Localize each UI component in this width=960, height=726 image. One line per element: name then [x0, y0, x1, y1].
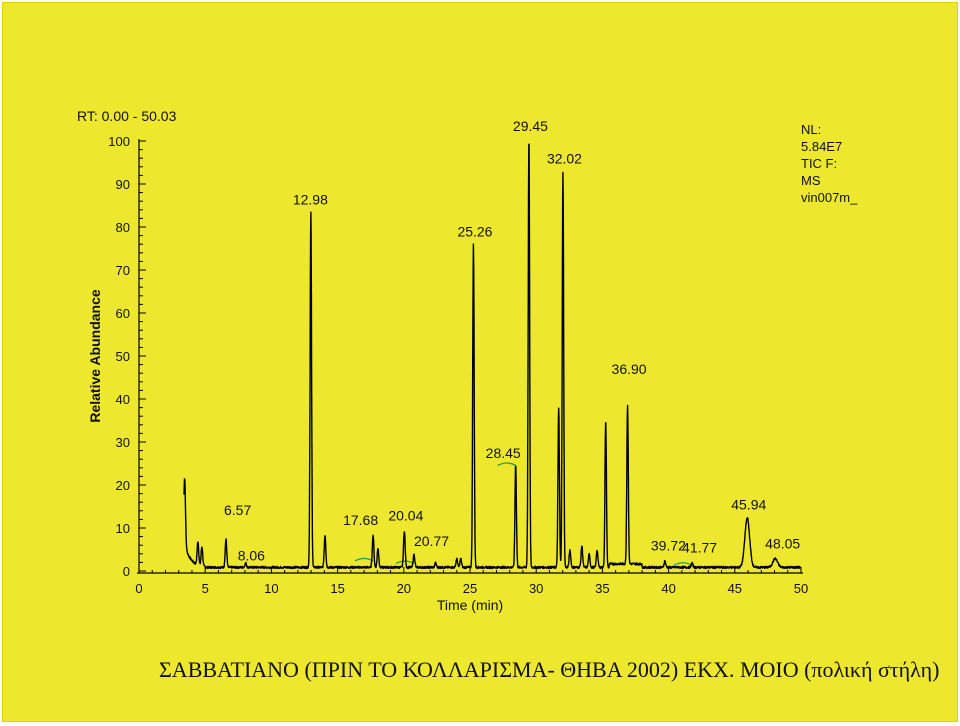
tic-trace [183, 143, 802, 570]
integration-mark [497, 462, 516, 467]
y-tick-label: 90 [116, 177, 130, 192]
y-tick-label: 80 [116, 220, 130, 235]
peak-label: 20.77 [414, 533, 449, 549]
x-tick-label: 15 [330, 581, 344, 596]
peak-label: 6.57 [224, 502, 251, 518]
y-axis-label: Relative Abundance [87, 289, 103, 423]
x-tick-label: 40 [661, 581, 675, 596]
sample-caption: ΣΑΒΒΑΤΙΑΝΟ (ΠΡΙΝ ΤΟ ΚΟΛΛΑΡΙΣΜΑ- ΘΗΒΑ 200… [159, 657, 940, 682]
y-tick-label: 50 [116, 349, 130, 364]
x-tick-label: 35 [595, 581, 609, 596]
peak-labels: 6.57 8.06 12.98 17.68 20.04 20.77 25.26 28.45 29… [224, 118, 800, 564]
y-tick-label: 20 [116, 478, 130, 493]
peak-label: 17.68 [343, 512, 378, 528]
peak-label: 8.06 [238, 548, 265, 564]
y-tick-label: 40 [116, 392, 130, 407]
peak-label: 36.90 [612, 361, 647, 377]
y-tick-label: 30 [116, 435, 130, 450]
info-line: MS [801, 173, 821, 188]
integration-mark [673, 562, 693, 566]
chromatogram-chart: RT: 0.00 - 50.03 NL: 5.84E7 TIC F: MS vin007… [77, 108, 858, 613]
x-tick-label: 45 [728, 581, 742, 596]
x-tick-label: 5 [202, 581, 209, 596]
peak-label: 25.26 [457, 224, 492, 240]
peak-label: 39.72 [651, 538, 686, 554]
peak-label: 48.05 [765, 535, 800, 551]
x-tick-label: 10 [264, 581, 278, 596]
y-tick-label: 60 [116, 306, 130, 321]
peak-label: 28.45 [486, 445, 521, 461]
integration-mark [395, 560, 415, 565]
x-tick-label: 50 [794, 581, 808, 596]
peak-label: 45.94 [731, 497, 766, 513]
peak-label: 12.98 [293, 191, 328, 207]
peak-label: 41.77 [682, 540, 717, 556]
info-line: vin007m_ [801, 190, 858, 205]
y-tick-label: 0 [123, 564, 130, 579]
integration-mark [354, 557, 374, 562]
peak-label: 29.45 [513, 118, 548, 134]
info-line: NL: [801, 122, 821, 137]
x-axis-label: Time (min) [437, 597, 503, 613]
x-tick-label: 20 [397, 581, 411, 596]
y-tick-label: 70 [116, 263, 130, 278]
info-line: TIC F: [801, 156, 837, 171]
info-block: NL: 5.84E7 TIC F: MS vin007m_ [801, 122, 858, 205]
retention-range-label: RT: 0.00 - 50.03 [77, 108, 177, 124]
axes: 0 10 20 30 40 50 60 70 80 90 100 0 5 10 15 20 25 30 35 40 45… [108, 134, 808, 596]
peak-label: 32.02 [547, 150, 582, 166]
x-tick-label: 0 [135, 581, 142, 596]
x-tick-label: 30 [529, 581, 543, 596]
y-tick-label: 100 [108, 134, 130, 149]
info-line: 5.84E7 [801, 139, 842, 154]
x-tick-label: 25 [463, 581, 477, 596]
y-tick-label: 10 [116, 521, 130, 536]
peak-label: 20.04 [388, 507, 423, 523]
